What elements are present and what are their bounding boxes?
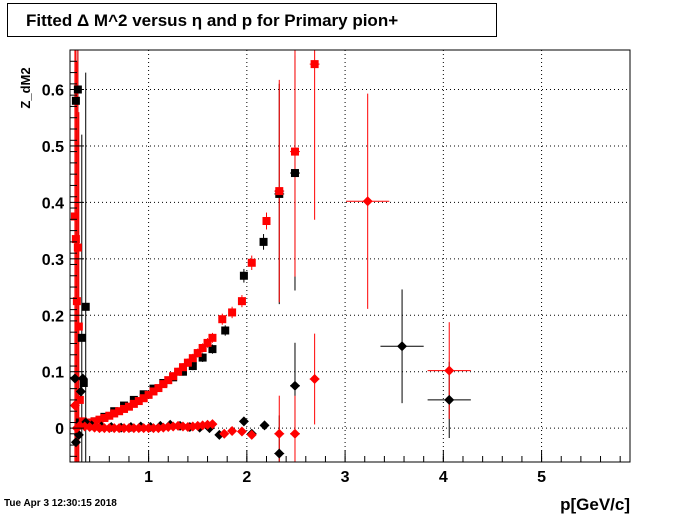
data-point-square [159, 380, 168, 389]
data-point-square [203, 338, 212, 347]
marker-layer [69, 60, 455, 459]
data-point-square [290, 169, 299, 178]
chart-title: Fitted Δ M^2 versus η and p for Primary … [26, 11, 399, 30]
data-point-square [310, 60, 319, 69]
data-point-square [71, 235, 80, 244]
data-point-square [70, 212, 79, 221]
data-point-square [105, 411, 114, 420]
data-point-square [110, 409, 119, 418]
data-point-square [208, 345, 217, 354]
grid-layer [70, 50, 630, 462]
data-point-diamond [274, 448, 285, 459]
data-point-square [198, 343, 207, 352]
x-tick-label: 2 [242, 469, 251, 486]
data-point-square [144, 390, 153, 399]
data-point-diamond [246, 429, 257, 440]
data-point-square [259, 237, 268, 246]
data-point-square [239, 271, 248, 280]
data-point-square [74, 322, 83, 331]
x-axis-label: p[GeV/c] [560, 495, 630, 514]
data-point-square [247, 258, 256, 267]
data-point-square [134, 397, 143, 406]
data-point-square [129, 399, 138, 408]
data-point-square [237, 297, 246, 306]
y-tick-label: 0.4 [42, 195, 64, 212]
data-point-square [290, 147, 299, 156]
data-point-diamond [69, 373, 80, 384]
data-point-diamond [444, 394, 455, 405]
chart-title-box: Fitted Δ M^2 versus η and p for Primary … [7, 3, 497, 37]
data-point-diamond [289, 380, 300, 391]
y-tick-label: 0.3 [42, 252, 64, 269]
data-point-square [221, 326, 230, 335]
x-tick-label: 3 [341, 469, 350, 486]
data-point-diamond [227, 425, 238, 436]
data-point-square [71, 96, 80, 105]
data-point-square [120, 404, 129, 413]
data-point-square [193, 349, 202, 358]
y-tick-label: 0 [55, 421, 64, 438]
data-point-square [73, 243, 82, 252]
data-point-square [149, 387, 158, 396]
data-point-diamond [309, 374, 320, 385]
data-point-square [77, 333, 86, 342]
x-tick-label: 5 [537, 469, 546, 486]
data-point-diamond [259, 420, 270, 431]
data-point-square [90, 417, 99, 426]
data-point-diamond [219, 428, 230, 439]
tick-layer: 1 2 3 4 5 0 0.1 0.2 0.3 0.4 0.5 0.6 [42, 60, 621, 486]
data-point-square [95, 415, 104, 424]
data-point-square [188, 354, 197, 363]
data-point-square [188, 362, 197, 371]
y-tick-label: 0.5 [42, 139, 64, 156]
data-point-diamond [77, 373, 88, 384]
data-point-diamond [207, 419, 218, 430]
data-point-diamond [238, 416, 249, 427]
data-point-diamond [75, 386, 86, 397]
data-point-diamond [362, 196, 373, 207]
data-point-square [75, 395, 84, 404]
data-point-square [218, 315, 227, 324]
data-point-diamond [289, 428, 300, 439]
data-point-square [275, 187, 284, 196]
y-axis-label: Z_dM2 [18, 67, 33, 108]
data-point-square [178, 363, 187, 372]
data-point-square [183, 358, 192, 367]
y-tick-label: 0.2 [42, 308, 64, 325]
data-point-diamond [397, 341, 408, 352]
data-point-square [115, 407, 124, 416]
x-tick-label: 1 [144, 469, 153, 486]
y-tick-label: 0.6 [42, 83, 64, 100]
plot-frame [69, 49, 631, 463]
data-point-diamond [444, 365, 455, 376]
data-point-diamond [236, 426, 247, 437]
data-point-square [124, 402, 133, 411]
data-point-square [81, 302, 90, 311]
data-point-square [262, 217, 271, 226]
data-point-square [198, 353, 207, 362]
data-point-diamond [69, 400, 80, 411]
data-point-square [79, 378, 88, 387]
y-tick-label: 0.1 [42, 365, 64, 382]
data-point-square [139, 394, 148, 403]
data-point-square [169, 372, 178, 381]
data-point-square [154, 384, 163, 393]
data-point-square [178, 367, 187, 376]
data-point-square [100, 413, 109, 422]
timestamp: Tue Apr 3 12:30:15 2018 [4, 498, 117, 509]
x-tick-label: 4 [439, 469, 448, 486]
data-point-square [164, 376, 173, 385]
data-point-diamond [274, 428, 285, 439]
data-point-square [228, 308, 237, 317]
data-point-square [72, 297, 81, 306]
data-point-square [174, 367, 183, 376]
data-point-square [208, 333, 217, 342]
